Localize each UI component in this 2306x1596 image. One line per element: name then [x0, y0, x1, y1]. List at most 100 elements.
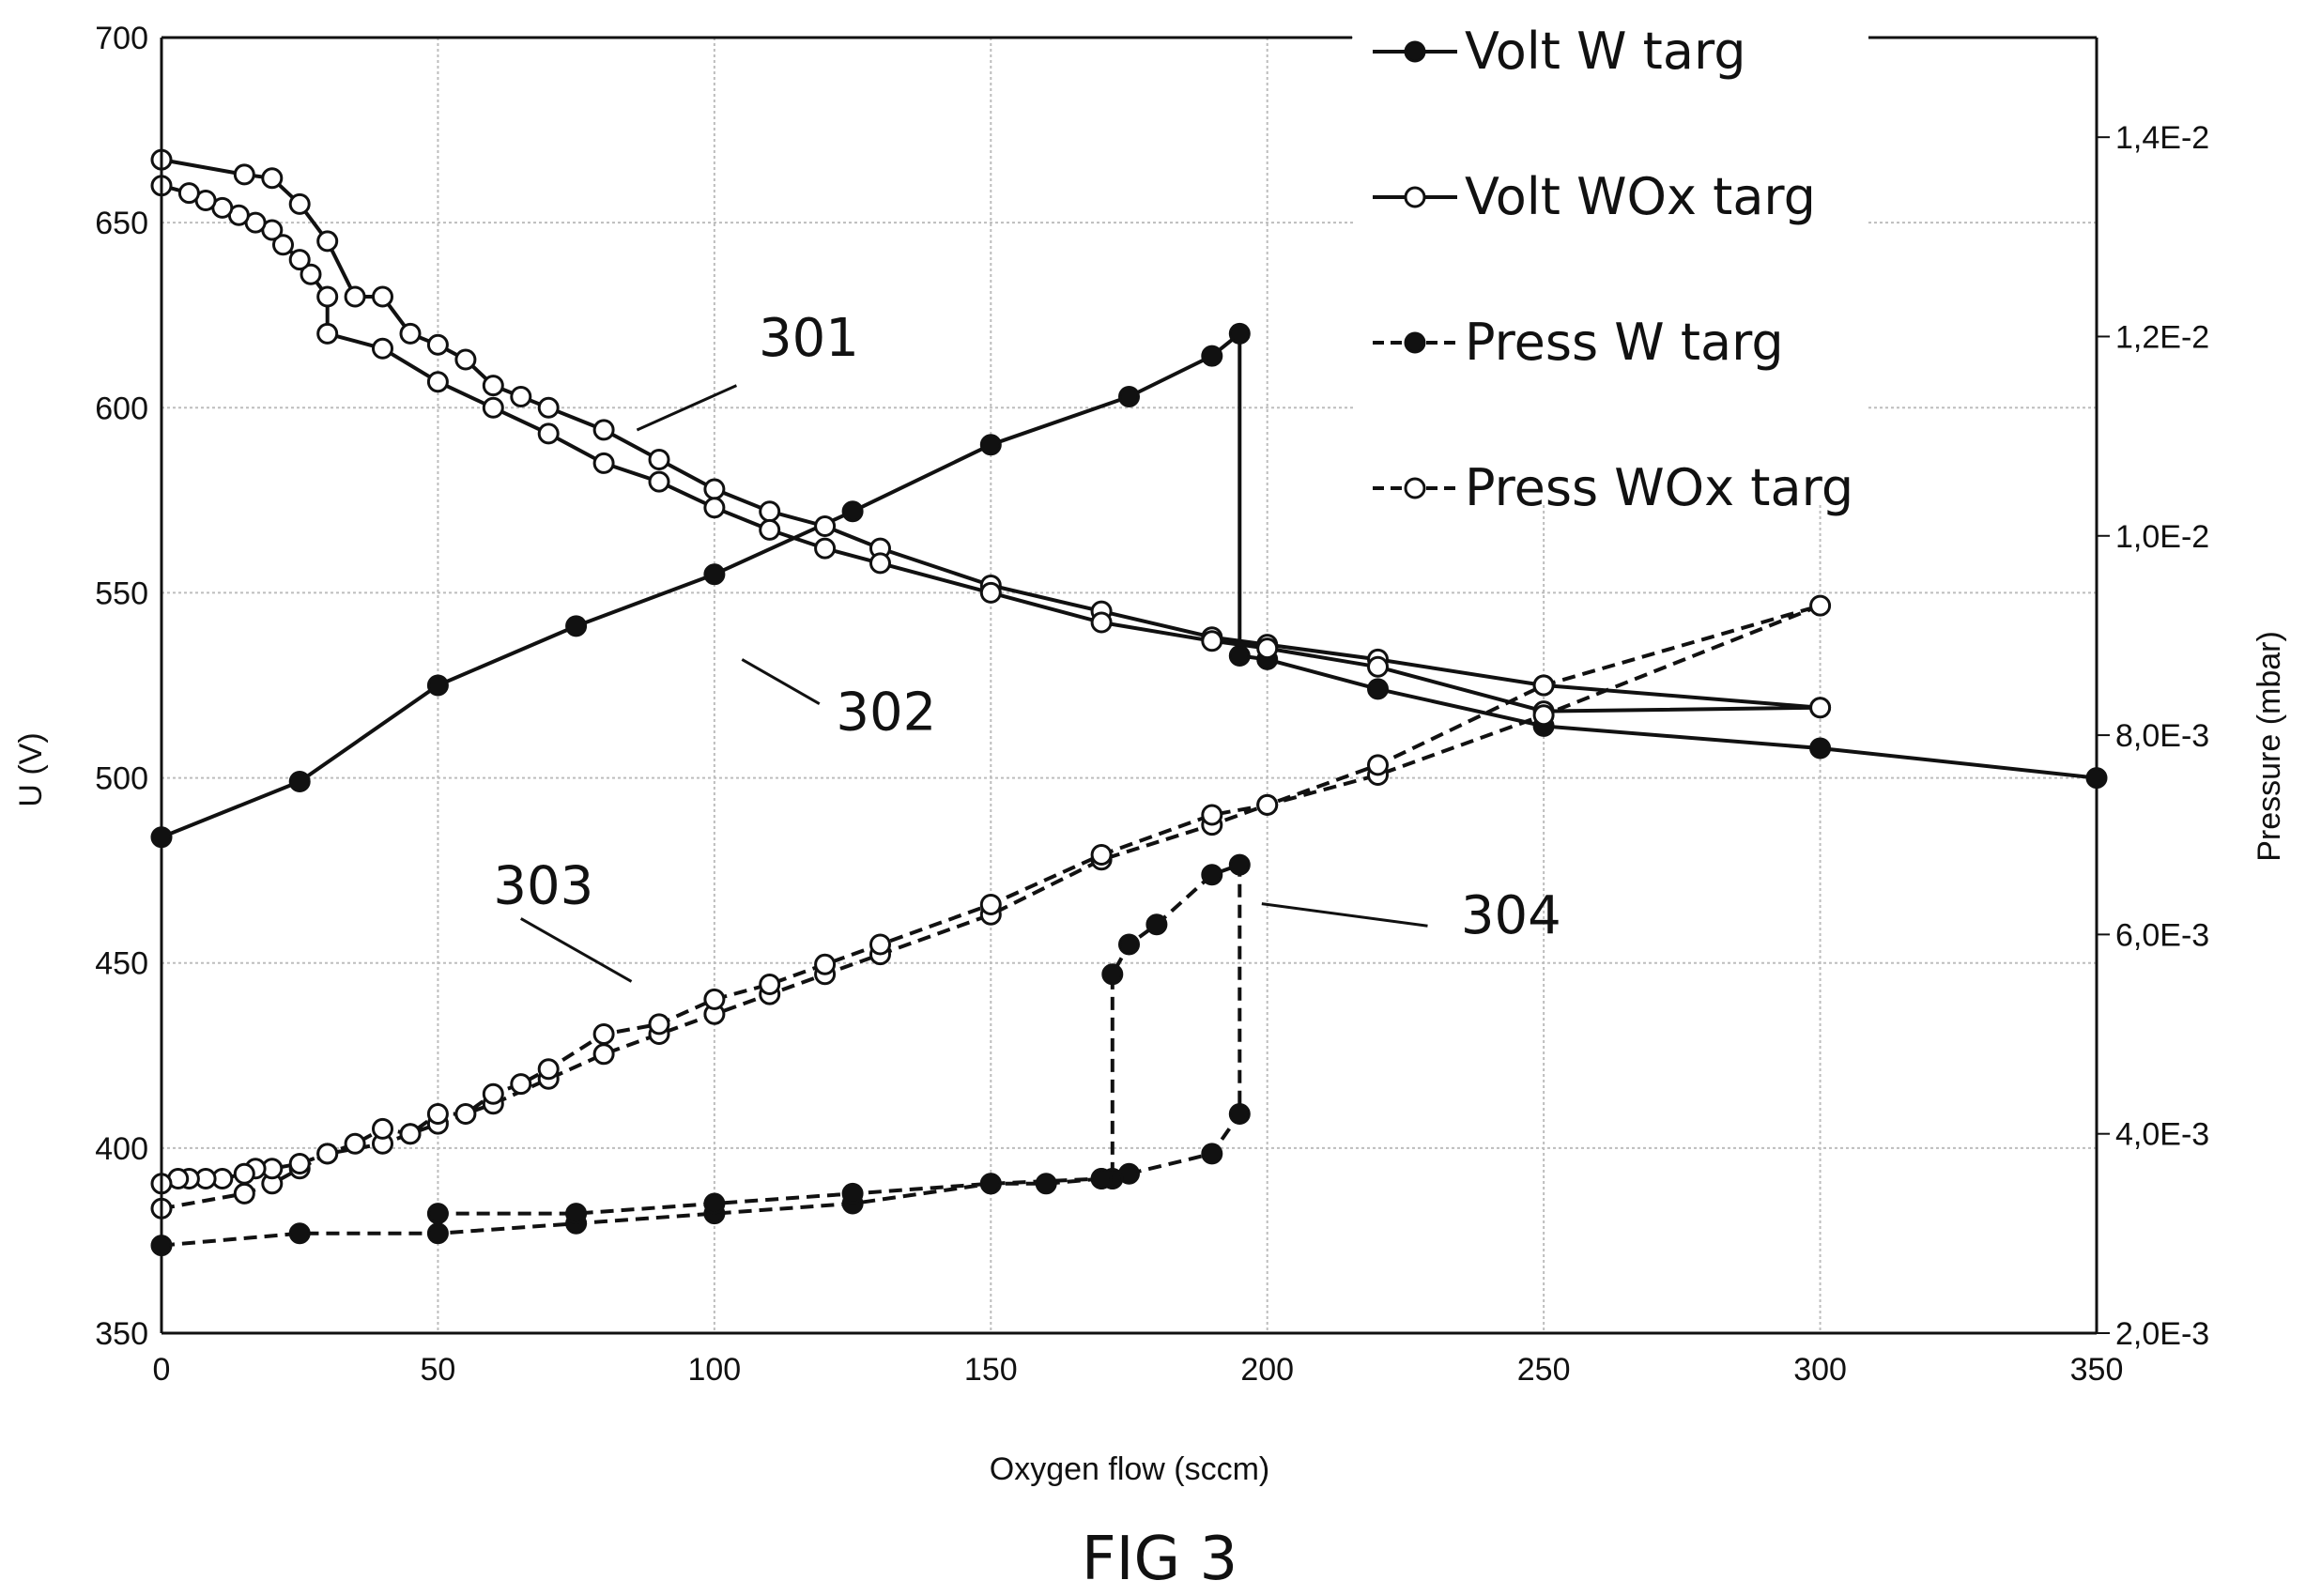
data-point [316, 1143, 339, 1165]
data-point [759, 518, 781, 541]
data-point [565, 1203, 588, 1225]
data-point [482, 375, 504, 397]
data-point [426, 674, 449, 697]
x-axis-title: Oxygen flow (sccm) [990, 1451, 1270, 1487]
y2-tick-label: 4,0E-3 [2115, 1117, 2209, 1153]
series-line [161, 331, 2098, 839]
data-point [537, 422, 560, 445]
data-point [979, 581, 1002, 604]
series-0 [150, 322, 2108, 849]
legend-swatch-marker [1404, 331, 1426, 354]
data-point [592, 1023, 615, 1045]
y-tick-label: 650 [95, 206, 148, 241]
legend-swatch-marker [1404, 40, 1426, 63]
tick-labels: 350 400 450 500 550 600 650 700 0 50 100 150 200 250 3… [95, 21, 2209, 1388]
data-point [1809, 594, 1832, 617]
data-point [1809, 697, 1832, 719]
data-point [1201, 804, 1223, 826]
axes [160, 36, 2110, 1335]
y-tick-label: 550 [95, 575, 148, 611]
data-point [272, 234, 294, 256]
x-tick-label: 100 [687, 1352, 741, 1388]
data-point [1367, 655, 1389, 678]
legend-entry: Press W targ [1465, 313, 1784, 372]
data-point [814, 537, 837, 560]
y-tick-label: 450 [95, 946, 148, 982]
data-point [1228, 1103, 1251, 1125]
data-point [399, 322, 422, 345]
data-point [1228, 645, 1251, 667]
data-point [1201, 630, 1223, 652]
data-point [288, 771, 311, 792]
data-point [426, 1222, 449, 1245]
data-point [592, 419, 615, 441]
data-point [426, 333, 449, 356]
data-point [288, 1222, 311, 1245]
annotations: 301 302 303 304 [493, 308, 1561, 983]
data-point [537, 396, 560, 419]
legend-entry: Press WOx targ [1465, 458, 1853, 517]
y-tick-label: 400 [95, 1131, 148, 1167]
legend-entry: Volt W targ [1465, 22, 1745, 81]
annotation-label: 304 [1461, 885, 1561, 946]
data-point [1256, 637, 1279, 660]
data-point [1145, 913, 1168, 936]
data-point [1118, 386, 1140, 407]
legend-swatch-marker [1404, 186, 1426, 208]
data-point [372, 285, 393, 308]
data-point [454, 348, 477, 371]
data-point [1201, 864, 1223, 886]
data-point [648, 470, 670, 493]
annotation-label: 301 [759, 308, 859, 369]
data-point [316, 285, 339, 308]
annotation-leader [520, 917, 633, 983]
data-point [869, 933, 891, 956]
series-layer [150, 148, 2108, 1257]
legend-box [1354, 6, 1868, 503]
data-point [177, 182, 200, 205]
data-point [592, 1043, 615, 1066]
series-line [161, 863, 1242, 1248]
y2-tick-label: 1,4E-2 [2115, 120, 2209, 156]
data-point [1532, 674, 1555, 697]
y-tick-label: 700 [95, 21, 148, 56]
y2-tick-label: 8,0E-3 [2115, 718, 2209, 754]
data-point [510, 1073, 532, 1096]
data-point [288, 192, 311, 215]
data-point [482, 1082, 504, 1105]
data-point [426, 1203, 449, 1225]
data-point [316, 322, 339, 345]
data-point [1101, 963, 1124, 986]
data-point [233, 1182, 255, 1205]
data-point [841, 500, 864, 523]
annotation-label: 303 [493, 856, 593, 917]
data-point [300, 263, 322, 285]
y2-tick-label: 1,2E-2 [2115, 319, 2209, 355]
data-point [703, 1192, 726, 1215]
y-tick-label: 600 [95, 391, 148, 426]
data-point [565, 615, 588, 637]
data-point [759, 500, 781, 523]
series-1 [150, 148, 1832, 723]
data-point [372, 337, 393, 360]
x-tick-label: 250 [1517, 1352, 1571, 1388]
x-tick-label: 50 [421, 1352, 456, 1388]
data-point [1256, 793, 1279, 816]
data-point [979, 894, 1002, 915]
data-point [1532, 704, 1555, 727]
x-tick-label: 0 [153, 1352, 171, 1388]
y-tick-label: 500 [95, 761, 148, 797]
data-point [426, 1103, 449, 1125]
data-point [1201, 345, 1223, 367]
data-point [510, 386, 532, 407]
legend: Volt W targ Volt WOx targ Press W targ Pres… [1354, 6, 1868, 517]
data-point [372, 1117, 393, 1140]
data-point [648, 1013, 670, 1036]
annotation-leader [741, 658, 821, 706]
data-point [979, 1173, 1002, 1195]
x-tick-label: 350 [2070, 1352, 2124, 1388]
figure-caption: FIG 3 [1082, 1525, 1238, 1594]
data-point [703, 478, 726, 500]
data-point [1228, 853, 1251, 876]
